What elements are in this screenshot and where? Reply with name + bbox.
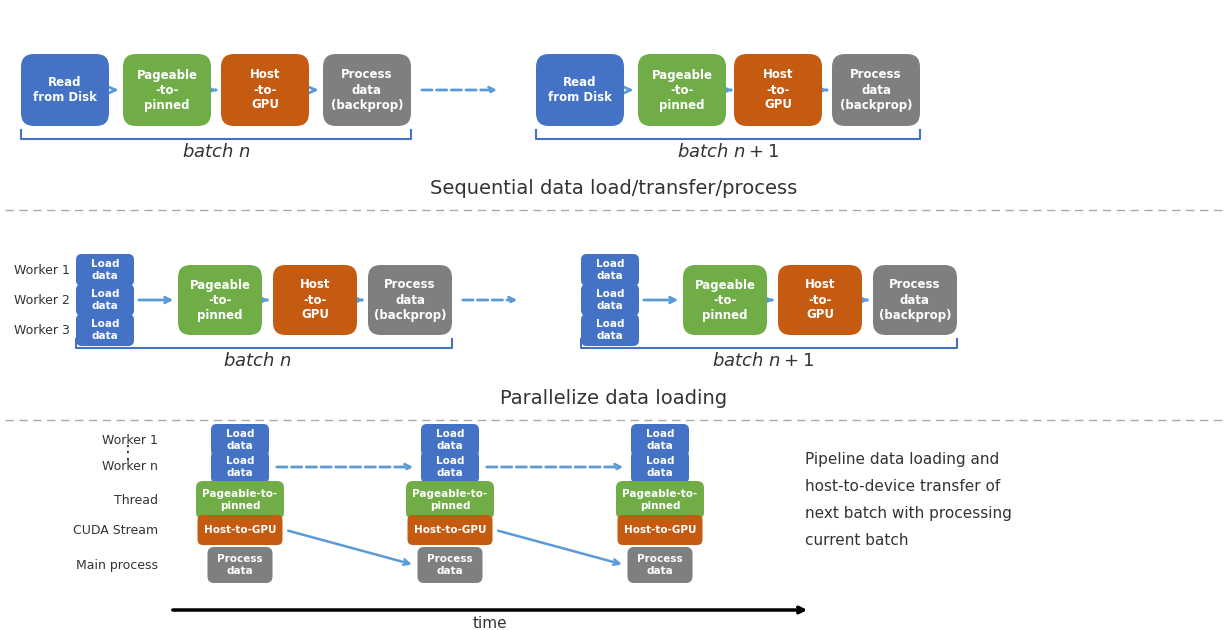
FancyBboxPatch shape <box>616 481 704 519</box>
Text: Load
data: Load data <box>226 429 254 451</box>
FancyBboxPatch shape <box>178 265 262 335</box>
Text: Worker 3: Worker 3 <box>15 323 70 336</box>
FancyBboxPatch shape <box>618 515 702 545</box>
Text: Pageable-to-
pinned: Pageable-to- pinned <box>203 490 278 511</box>
Text: batch $n$: batch $n$ <box>223 352 292 370</box>
FancyBboxPatch shape <box>76 314 134 346</box>
FancyBboxPatch shape <box>873 265 957 335</box>
Text: Worker n: Worker n <box>102 461 158 474</box>
FancyBboxPatch shape <box>631 451 689 483</box>
FancyBboxPatch shape <box>581 254 639 286</box>
Text: batch $n+1$: batch $n+1$ <box>677 143 779 161</box>
Text: Read
from Disk: Read from Disk <box>33 76 97 104</box>
FancyBboxPatch shape <box>833 54 920 126</box>
Text: Host-to-GPU: Host-to-GPU <box>414 525 486 535</box>
Text: Load
data: Load data <box>226 456 254 478</box>
Text: Process
data
(backprop): Process data (backprop) <box>879 278 952 321</box>
FancyBboxPatch shape <box>198 515 282 545</box>
Text: Pageable
-to-
pinned: Pageable -to- pinned <box>652 69 712 112</box>
Text: Main process: Main process <box>76 559 158 571</box>
Text: Process
data: Process data <box>217 554 263 576</box>
FancyBboxPatch shape <box>221 54 309 126</box>
FancyBboxPatch shape <box>123 54 211 126</box>
Text: Load
data: Load data <box>91 259 119 281</box>
FancyBboxPatch shape <box>421 424 479 456</box>
FancyBboxPatch shape <box>779 265 862 335</box>
Text: Process
data
(backprop): Process data (backprop) <box>330 69 403 112</box>
Text: ⋮: ⋮ <box>119 445 138 462</box>
Text: Load
data: Load data <box>596 319 624 341</box>
FancyBboxPatch shape <box>628 547 693 583</box>
Text: batch $n+1$: batch $n+1$ <box>711 352 813 370</box>
Text: Process
data
(backprop): Process data (backprop) <box>840 69 912 112</box>
FancyBboxPatch shape <box>639 54 726 126</box>
FancyBboxPatch shape <box>211 424 269 456</box>
FancyBboxPatch shape <box>368 265 452 335</box>
FancyBboxPatch shape <box>273 265 357 335</box>
FancyBboxPatch shape <box>421 451 479 483</box>
Text: Load
data: Load data <box>646 429 674 451</box>
Text: Host
-to-
GPU: Host -to- GPU <box>804 278 835 321</box>
Text: Thread: Thread <box>114 493 158 507</box>
FancyBboxPatch shape <box>408 515 492 545</box>
FancyBboxPatch shape <box>323 54 411 126</box>
Text: batch $n$: batch $n$ <box>182 143 251 161</box>
Text: Sequential data load/transfer/process: Sequential data load/transfer/process <box>430 179 798 198</box>
Text: Process
data: Process data <box>637 554 683 576</box>
Text: Worker 1: Worker 1 <box>15 263 70 277</box>
Text: Load
data: Load data <box>596 289 624 311</box>
FancyBboxPatch shape <box>581 314 639 346</box>
FancyBboxPatch shape <box>21 54 109 126</box>
Text: Load
data: Load data <box>596 259 624 281</box>
Text: Load
data: Load data <box>91 289 119 311</box>
Text: Pageable
-to-
pinned: Pageable -to- pinned <box>189 278 251 321</box>
Text: Parallelize data loading: Parallelize data loading <box>501 389 727 408</box>
Text: Host
-to-
GPU: Host -to- GPU <box>300 278 330 321</box>
FancyBboxPatch shape <box>581 284 639 316</box>
Text: Host-to-GPU: Host-to-GPU <box>204 525 276 535</box>
Text: Load
data: Load data <box>436 429 464 451</box>
Text: Pipeline data loading and
host-to-device transfer of
next batch with processing
: Pipeline data loading and host-to-device… <box>806 452 1012 548</box>
Text: time: time <box>473 616 507 630</box>
FancyBboxPatch shape <box>734 54 822 126</box>
Text: Pageable-to-
pinned: Pageable-to- pinned <box>623 490 698 511</box>
Text: CUDA Stream: CUDA Stream <box>72 524 158 537</box>
Text: Pageable
-to-
pinned: Pageable -to- pinned <box>695 278 755 321</box>
Text: Read
from Disk: Read from Disk <box>548 76 612 104</box>
FancyBboxPatch shape <box>208 547 273 583</box>
FancyBboxPatch shape <box>631 424 689 456</box>
Text: Host
-to-
GPU: Host -to- GPU <box>249 69 280 112</box>
FancyBboxPatch shape <box>211 451 269 483</box>
FancyBboxPatch shape <box>406 481 494 519</box>
FancyBboxPatch shape <box>76 254 134 286</box>
Text: Host-to-GPU: Host-to-GPU <box>624 525 696 535</box>
Text: Load
data: Load data <box>646 456 674 478</box>
Text: Load
data: Load data <box>436 456 464 478</box>
Text: Worker 2: Worker 2 <box>15 294 70 307</box>
FancyBboxPatch shape <box>418 547 483 583</box>
Text: Process
data: Process data <box>427 554 473 576</box>
FancyBboxPatch shape <box>683 265 768 335</box>
FancyBboxPatch shape <box>76 284 134 316</box>
Text: Pageable-to-
pinned: Pageable-to- pinned <box>413 490 488 511</box>
Text: Process
data
(backprop): Process data (backprop) <box>373 278 446 321</box>
FancyBboxPatch shape <box>535 54 624 126</box>
Text: Load
data: Load data <box>91 319 119 341</box>
Text: Pageable
-to-
pinned: Pageable -to- pinned <box>136 69 198 112</box>
Text: Worker 1: Worker 1 <box>102 433 158 447</box>
Text: Host
-to-
GPU: Host -to- GPU <box>763 69 793 112</box>
FancyBboxPatch shape <box>196 481 284 519</box>
